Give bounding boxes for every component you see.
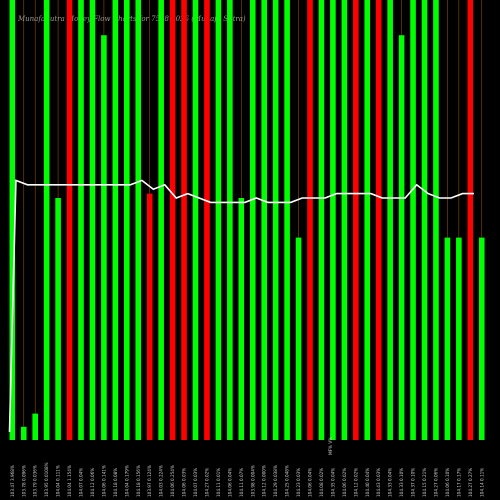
bar-37 [421,0,428,440]
bar-39 [444,237,451,440]
bar-5 [55,198,61,440]
bar-9 [101,35,107,440]
x-tick-label: 104.06 0.02% [342,468,347,497]
legend-annotation: MF% V% [328,437,333,455]
x-tick-label: 104.18 0.08% [113,468,118,497]
x-tick-label: 104.27 0.02% [204,468,209,497]
bar-32 [364,0,371,440]
bar-16 [181,0,187,440]
bar-28 [318,0,325,440]
x-tick-label: 103.47 3.968% [10,465,15,497]
x-tick-label: 104.04 0.111% [56,465,61,497]
bar-41 [467,0,474,440]
x-tick-label: 104.14 0.11% [479,468,484,497]
bar-23 [261,0,267,440]
bar-7 [78,0,84,440]
x-tick-label: 104.27 0.27% [468,468,473,497]
x-tick-label: 104.06 0.04% [308,468,313,497]
x-tick-label: 104.33 0.04% [388,468,393,497]
bar-20 [227,0,233,440]
bar-31 [353,0,359,440]
x-tick-label: 104.12 0.06% [90,468,95,497]
bar-33 [375,0,382,440]
x-tick-label: 103.95 0.0108% [44,462,49,497]
chart-title: MunafaSutra Money Flow Charts for 7518 2… [18,15,246,23]
bar-3 [32,413,38,440]
x-tick-label: 104.37 0.10% [411,468,416,497]
bar-17 [192,0,199,440]
bar-15 [169,0,176,440]
x-tick-label: 103.97 0.124% [147,465,152,497]
x-tick-label: 104.03 0.224% [159,465,164,497]
x-tick-label: 104.27 0.06% [433,468,438,497]
bar-6 [66,0,73,440]
x-tick-label: 104.08 0.02% [319,468,324,497]
bar-27 [307,0,313,440]
x-tick-label: 103.79 0.036% [33,465,38,497]
bar-14 [158,0,164,440]
bar-36 [410,0,416,440]
bar-34 [387,0,393,440]
x-tick-label: 104.06 0.141% [101,465,106,497]
x-tick-label: 103.78 0.096% [21,465,26,497]
bar-42 [478,237,485,440]
x-tick-label: 104.06 0.03% [182,468,187,497]
x-tick-label: 104.06 0.254% [170,465,175,497]
x-tick-label: 104.43 0.03% [376,468,381,497]
x-tick-label: 104.40 0.04% [365,468,370,497]
bar-8 [89,0,96,440]
bar-2 [20,426,27,440]
bar-24 [272,0,279,440]
bar-19 [215,0,222,440]
x-tick-label: 104.15 0.21% [422,468,427,497]
bar-10 [112,0,119,440]
bar-26 [295,237,302,440]
x-tick-label: 103.98 0.004% [250,465,255,497]
x-tick-label: 104.18 0.156% [136,465,141,497]
bar-35 [398,35,405,440]
x-tick-label: 104.07 0.04% [79,468,84,497]
price-line [8,179,474,433]
x-tick-label: 104.35 0.04% [330,468,335,497]
x-tick-label: 104.06 0.10% [445,468,450,497]
bar-11 [124,0,130,440]
x-tick-label: 104.12 0.02% [353,468,358,497]
bar-40 [456,237,462,440]
bar-29 [330,0,336,440]
x-tick-label: 104.29 0.038% [273,465,278,497]
x-tick-label: 104.11 0.07% [239,468,244,497]
x-tick-label: 104.04 0.179% [124,465,129,497]
bar-18 [204,0,210,440]
x-tick-label: 104.25 0.048% [285,465,290,497]
bar-21 [238,198,245,440]
bar-38 [433,0,439,440]
bar-22 [249,0,256,440]
bar-13 [146,193,153,440]
x-tick-label: 104.33 0.10% [399,468,404,497]
x-tick-label: 104.17 0.17% [456,468,461,497]
x-tick-label: 104.12 0.000% [262,465,267,497]
bar-1 [9,0,16,440]
x-tick-label: 104.23 0.03% [296,468,301,497]
bar-25 [284,0,290,440]
x-tick-label: 104.04 1.154% [67,465,72,497]
bar-30 [341,0,348,440]
x-tick-label: 104.06 0.04% [227,468,232,497]
x-tick-label: 104.11 0.01% [216,468,221,497]
x-tick-label: 104.07 0.03% [193,468,198,497]
bar-12 [135,0,142,440]
bar-4 [43,0,50,440]
